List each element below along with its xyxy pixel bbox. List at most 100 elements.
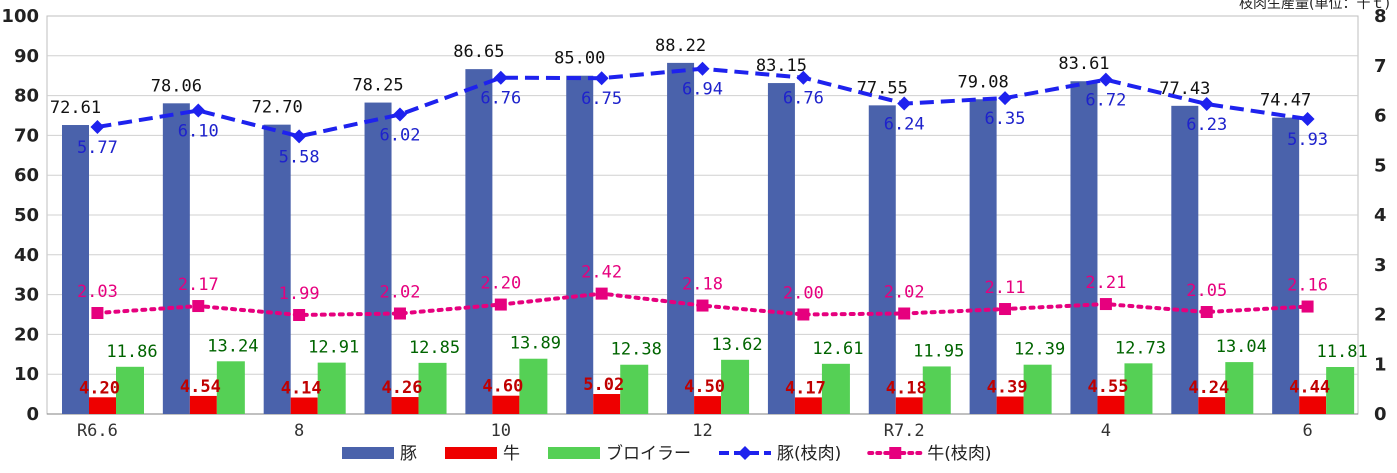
marker-cow-carcass (293, 308, 306, 321)
data-label-pig-carcass: 5.77 (77, 138, 118, 158)
marker-pig-carcass (493, 70, 508, 85)
data-label-cow-carcass: 2.11 (985, 278, 1026, 298)
y-right-tick-label: 7 (1374, 56, 1387, 77)
y-right-tick-label: 5 (1374, 155, 1387, 176)
legend-pig-swatch (342, 447, 394, 459)
y-left-tick-label: 10 (14, 364, 39, 385)
marker-pig-carcass (796, 70, 811, 85)
data-label-cow-carcass: 2.20 (480, 274, 521, 294)
marker-cow-carcass (1099, 298, 1112, 311)
bar-pig (1070, 81, 1098, 414)
bar-broiler (922, 366, 951, 414)
y-right-tick-label: 1 (1374, 354, 1387, 375)
marker-cow-carcass (393, 307, 406, 320)
data-label-cow: 4.39 (987, 378, 1028, 398)
marker-cow-carcass (1200, 306, 1213, 319)
legend-broiler-swatch (548, 447, 600, 459)
marker-cow-carcass (999, 303, 1012, 316)
data-label-pig: 86.65 (453, 42, 504, 62)
bar-pig (1171, 105, 1199, 414)
marker-pig-carcass (998, 91, 1013, 106)
bar-broiler (1023, 364, 1052, 414)
data-label-pig: 83.15 (756, 56, 807, 76)
x-tick-label: 12 (692, 421, 712, 441)
bar-cow (189, 395, 217, 414)
data-label-broiler: 12.91 (308, 338, 359, 358)
x-tick-label: 10 (491, 421, 511, 441)
data-label-pig-carcass: 6.75 (581, 89, 622, 109)
marker-cow-carcass (192, 300, 205, 313)
data-label-pig-carcass: 5.93 (1287, 130, 1328, 150)
data-label-cow: 4.18 (886, 378, 927, 398)
legend-cow-carcass-marker (889, 447, 902, 459)
marker-pig-carcass (594, 71, 609, 86)
bar-broiler (1326, 366, 1355, 414)
y-right-tick-label: 6 (1374, 106, 1387, 127)
data-label-pig-carcass: 6.76 (480, 89, 521, 109)
data-label-cow-carcass: 2.42 (581, 263, 622, 283)
bar-broiler (721, 359, 750, 414)
data-label-cow-carcass: 2.18 (682, 275, 723, 295)
bar-cow (1097, 395, 1125, 414)
data-label-cow: 4.54 (180, 377, 221, 397)
bar-cow (290, 397, 318, 414)
bar-pig (465, 69, 493, 415)
bar-broiler (216, 361, 245, 414)
y-left-tick-label: 100 (1, 6, 39, 27)
data-label-pig-carcass: 6.94 (682, 80, 723, 100)
data-label-cow: 4.24 (1188, 378, 1229, 398)
data-label-pig: 72.70 (252, 98, 303, 118)
data-label-pig-carcass: 5.58 (279, 147, 320, 167)
marker-pig-carcass (292, 129, 307, 144)
x-tick-label: 8 (294, 421, 304, 441)
marker-pig-carcass (695, 61, 710, 76)
data-label-pig: 74.47 (1260, 91, 1311, 111)
bar-cow (593, 394, 621, 414)
data-label-broiler: 13.62 (711, 335, 762, 355)
data-label-cow: 4.60 (482, 377, 523, 397)
bar-cow (492, 395, 520, 414)
data-label-pig: 78.25 (352, 76, 403, 96)
bar-broiler (418, 362, 447, 414)
bar-pig (1272, 117, 1300, 414)
marker-pig-carcass (191, 103, 206, 118)
data-label-pig-carcass: 6.35 (985, 109, 1026, 129)
marker-pig-carcass (897, 96, 912, 111)
right-axis-title: 枝肉生産量(単位：千ｔ) (1239, 0, 1390, 12)
y-left-tick-label: 40 (14, 245, 39, 266)
data-label-pig: 79.08 (958, 72, 1009, 92)
data-label-broiler: 12.61 (812, 339, 863, 359)
data-label-pig-carcass: 6.24 (884, 115, 925, 135)
bar-cow (89, 397, 116, 414)
data-label-pig-carcass: 6.23 (1186, 115, 1227, 135)
data-label-cow-carcass: 2.05 (1186, 281, 1227, 301)
bar-pig (364, 102, 392, 414)
legend-cow-label: 牛 (503, 444, 520, 464)
bar-pig (62, 125, 89, 414)
marker-cow-carcass (91, 307, 104, 320)
marker-cow-carcass (494, 298, 507, 311)
bar-cow (694, 396, 722, 414)
y-right-tick-label: 4 (1374, 205, 1387, 226)
marker-pig-carcass (1098, 72, 1113, 87)
bar-cow (391, 397, 419, 414)
bar-broiler (116, 366, 144, 414)
data-label-pig: 78.06 (151, 76, 202, 96)
data-label-cow: 4.55 (1087, 377, 1128, 397)
y-right-tick-label: 2 (1374, 305, 1387, 326)
data-label-pig: 88.22 (655, 36, 706, 56)
data-label-cow: 4.44 (1289, 377, 1330, 397)
data-label-cow: 4.14 (281, 379, 322, 399)
legend-pig-carcass-label: 豚(枝肉) (777, 444, 841, 464)
legend-pig-carcass-marker (738, 446, 752, 460)
y-left-tick-label: 0 (26, 404, 39, 425)
marker-cow-carcass (797, 308, 810, 321)
marker-cow-carcass (595, 287, 608, 300)
marker-pig-carcass (392, 107, 407, 122)
legend-pig-label: 豚 (400, 444, 417, 464)
data-label-broiler: 12.73 (1115, 338, 1166, 358)
data-label-broiler: 12.38 (611, 340, 662, 360)
data-label-cow-carcass: 2.16 (1287, 276, 1328, 296)
data-label-pig-carcass: 6.72 (1085, 91, 1126, 111)
data-label-cow-carcass: 2.02 (884, 283, 925, 303)
